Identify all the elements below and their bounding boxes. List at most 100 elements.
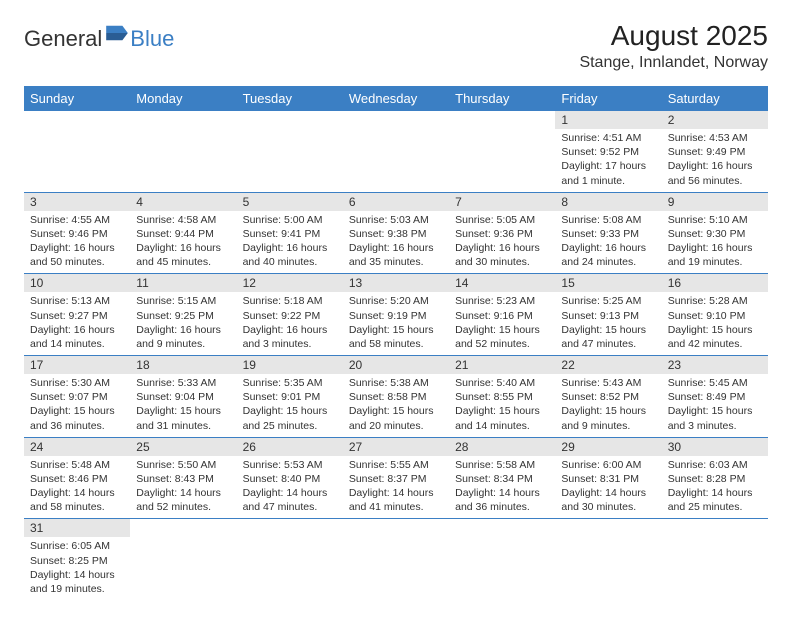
sunset-text: Sunset: 9:07 PM [30, 390, 124, 404]
calendar-cell-empty [130, 111, 236, 192]
calendar-cell-empty [130, 519, 236, 600]
calendar-cell-empty [555, 519, 661, 600]
day-number: 14 [449, 274, 555, 292]
daylight-text: Daylight: 16 hours and 14 minutes. [30, 323, 124, 351]
calendar-cell-empty [343, 111, 449, 192]
day-details: Sunrise: 5:28 AMSunset: 9:10 PMDaylight:… [662, 292, 768, 355]
day-details: Sunrise: 5:25 AMSunset: 9:13 PMDaylight:… [555, 292, 661, 355]
daylight-text: Daylight: 14 hours and 58 minutes. [30, 486, 124, 514]
daylight-text: Daylight: 14 hours and 36 minutes. [455, 486, 549, 514]
sunrise-text: Sunrise: 5:10 AM [668, 213, 762, 227]
calendar-cell: 7Sunrise: 5:05 AMSunset: 9:36 PMDaylight… [449, 192, 555, 274]
daylight-text: Daylight: 16 hours and 19 minutes. [668, 241, 762, 269]
calendar-row: 10Sunrise: 5:13 AMSunset: 9:27 PMDayligh… [24, 274, 768, 356]
calendar-cell: 31Sunrise: 6:05 AMSunset: 8:25 PMDayligh… [24, 519, 130, 600]
day-details: Sunrise: 5:38 AMSunset: 8:58 PMDaylight:… [343, 374, 449, 437]
sunrise-text: Sunrise: 5:23 AM [455, 294, 549, 308]
calendar-cell: 6Sunrise: 5:03 AMSunset: 9:38 PMDaylight… [343, 192, 449, 274]
sunset-text: Sunset: 8:28 PM [668, 472, 762, 486]
sunset-text: Sunset: 9:36 PM [455, 227, 549, 241]
day-header-thursday: Thursday [449, 86, 555, 111]
day-number: 24 [24, 438, 130, 456]
day-number: 29 [555, 438, 661, 456]
calendar-cell-empty [237, 519, 343, 600]
calendar-cell-empty [237, 111, 343, 192]
sunrise-text: Sunrise: 4:55 AM [30, 213, 124, 227]
calendar-row: 24Sunrise: 5:48 AMSunset: 8:46 PMDayligh… [24, 437, 768, 519]
day-details: Sunrise: 5:08 AMSunset: 9:33 PMDaylight:… [555, 211, 661, 274]
day-number: 1 [555, 111, 661, 129]
daylight-text: Daylight: 16 hours and 24 minutes. [561, 241, 655, 269]
daylight-text: Daylight: 16 hours and 56 minutes. [668, 159, 762, 187]
calendar-cell: 24Sunrise: 5:48 AMSunset: 8:46 PMDayligh… [24, 437, 130, 519]
sunrise-text: Sunrise: 5:15 AM [136, 294, 230, 308]
calendar-row: 17Sunrise: 5:30 AMSunset: 9:07 PMDayligh… [24, 356, 768, 438]
calendar-cell: 17Sunrise: 5:30 AMSunset: 9:07 PMDayligh… [24, 356, 130, 438]
sunset-text: Sunset: 8:31 PM [561, 472, 655, 486]
sunset-text: Sunset: 9:01 PM [243, 390, 337, 404]
day-number: 19 [237, 356, 343, 374]
sunset-text: Sunset: 9:16 PM [455, 309, 549, 323]
calendar-cell: 20Sunrise: 5:38 AMSunset: 8:58 PMDayligh… [343, 356, 449, 438]
calendar-cell: 5Sunrise: 5:00 AMSunset: 9:41 PMDaylight… [237, 192, 343, 274]
sunset-text: Sunset: 9:04 PM [136, 390, 230, 404]
day-number: 4 [130, 193, 236, 211]
day-number: 5 [237, 193, 343, 211]
day-number: 18 [130, 356, 236, 374]
day-details: Sunrise: 5:55 AMSunset: 8:37 PMDaylight:… [343, 456, 449, 519]
day-number: 11 [130, 274, 236, 292]
calendar-cell-empty [662, 519, 768, 600]
daylight-text: Daylight: 16 hours and 3 minutes. [243, 323, 337, 351]
sunset-text: Sunset: 9:10 PM [668, 309, 762, 323]
day-number: 13 [343, 274, 449, 292]
daylight-text: Daylight: 14 hours and 25 minutes. [668, 486, 762, 514]
sunset-text: Sunset: 8:43 PM [136, 472, 230, 486]
day-details: Sunrise: 5:35 AMSunset: 9:01 PMDaylight:… [237, 374, 343, 437]
sunrise-text: Sunrise: 5:03 AM [349, 213, 443, 227]
calendar-cell: 14Sunrise: 5:23 AMSunset: 9:16 PMDayligh… [449, 274, 555, 356]
calendar-cell: 22Sunrise: 5:43 AMSunset: 8:52 PMDayligh… [555, 356, 661, 438]
calendar-cell-empty [24, 111, 130, 192]
daylight-text: Daylight: 16 hours and 40 minutes. [243, 241, 337, 269]
sunrise-text: Sunrise: 5:30 AM [30, 376, 124, 390]
calendar-cell: 10Sunrise: 5:13 AMSunset: 9:27 PMDayligh… [24, 274, 130, 356]
title-block: August 2025 Stange, Innlandet, Norway [579, 20, 768, 76]
calendar-cell: 16Sunrise: 5:28 AMSunset: 9:10 PMDayligh… [662, 274, 768, 356]
logo: General Blue [24, 26, 174, 52]
daylight-text: Daylight: 15 hours and 25 minutes. [243, 404, 337, 432]
sunset-text: Sunset: 9:46 PM [30, 227, 124, 241]
daylight-text: Daylight: 16 hours and 35 minutes. [349, 241, 443, 269]
calendar-cell: 15Sunrise: 5:25 AMSunset: 9:13 PMDayligh… [555, 274, 661, 356]
day-details: Sunrise: 5:40 AMSunset: 8:55 PMDaylight:… [449, 374, 555, 437]
daylight-text: Daylight: 14 hours and 19 minutes. [30, 568, 124, 596]
sunrise-text: Sunrise: 5:20 AM [349, 294, 443, 308]
daylight-text: Daylight: 15 hours and 36 minutes. [30, 404, 124, 432]
day-details: Sunrise: 5:03 AMSunset: 9:38 PMDaylight:… [343, 211, 449, 274]
day-details: Sunrise: 5:48 AMSunset: 8:46 PMDaylight:… [24, 456, 130, 519]
month-title: August 2025 [579, 20, 768, 52]
calendar-cell-empty [343, 519, 449, 600]
calendar-table: SundayMondayTuesdayWednesdayThursdayFrid… [24, 86, 768, 600]
sunset-text: Sunset: 8:55 PM [455, 390, 549, 404]
calendar-cell: 29Sunrise: 6:00 AMSunset: 8:31 PMDayligh… [555, 437, 661, 519]
sunrise-text: Sunrise: 5:05 AM [455, 213, 549, 227]
daylight-text: Daylight: 15 hours and 3 minutes. [668, 404, 762, 432]
calendar-cell: 1Sunrise: 4:51 AMSunset: 9:52 PMDaylight… [555, 111, 661, 192]
calendar-cell: 9Sunrise: 5:10 AMSunset: 9:30 PMDaylight… [662, 192, 768, 274]
day-details: Sunrise: 6:00 AMSunset: 8:31 PMDaylight:… [555, 456, 661, 519]
calendar-cell: 27Sunrise: 5:55 AMSunset: 8:37 PMDayligh… [343, 437, 449, 519]
day-details: Sunrise: 5:20 AMSunset: 9:19 PMDaylight:… [343, 292, 449, 355]
day-number: 31 [24, 519, 130, 537]
day-number: 22 [555, 356, 661, 374]
calendar-cell: 3Sunrise: 4:55 AMSunset: 9:46 PMDaylight… [24, 192, 130, 274]
day-details: Sunrise: 4:55 AMSunset: 9:46 PMDaylight:… [24, 211, 130, 274]
day-number: 26 [237, 438, 343, 456]
day-number: 27 [343, 438, 449, 456]
calendar-cell: 18Sunrise: 5:33 AMSunset: 9:04 PMDayligh… [130, 356, 236, 438]
calendar-cell: 12Sunrise: 5:18 AMSunset: 9:22 PMDayligh… [237, 274, 343, 356]
day-number: 30 [662, 438, 768, 456]
sunset-text: Sunset: 9:13 PM [561, 309, 655, 323]
sunset-text: Sunset: 9:52 PM [561, 145, 655, 159]
day-number: 20 [343, 356, 449, 374]
day-details: Sunrise: 5:53 AMSunset: 8:40 PMDaylight:… [237, 456, 343, 519]
